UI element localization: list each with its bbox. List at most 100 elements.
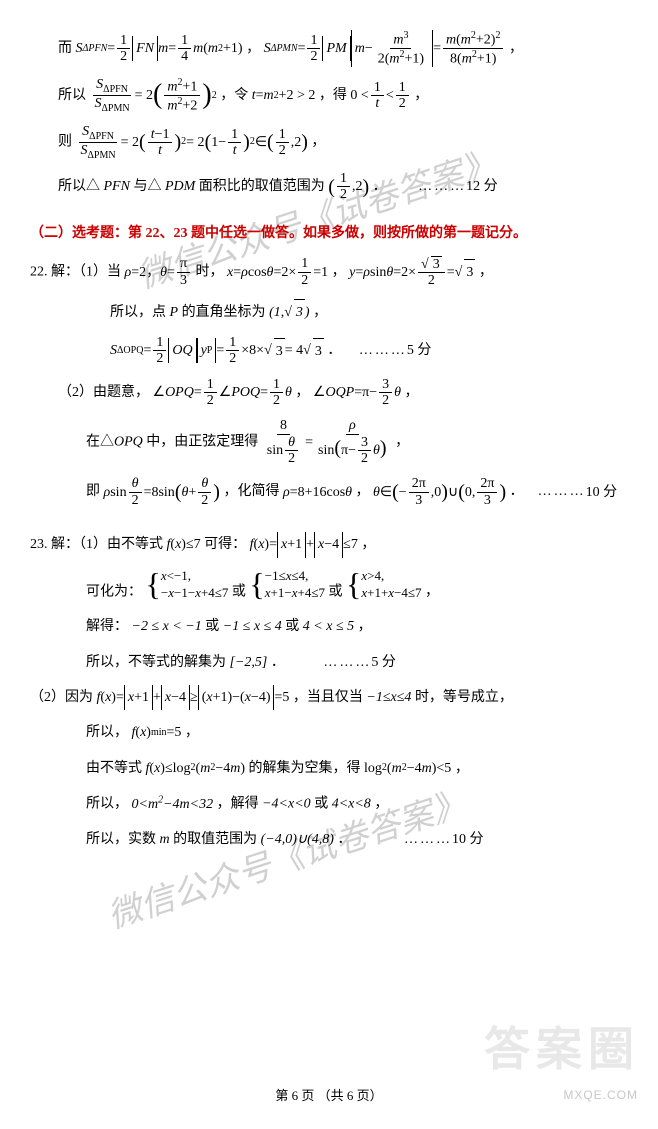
range2: −1 ≤ x ≤ 4: [223, 619, 282, 634]
eq-f-le7: f(x)≤7: [167, 532, 201, 557]
text: ．: [327, 343, 341, 358]
eq-bound: 0 < 1t < 12: [350, 80, 410, 112]
case3: {x>4,x+1+x−4≤7: [346, 568, 422, 602]
text: ，: [455, 761, 469, 776]
eq-rhosin: ρsinθ2=8sin(θ+θ2): [104, 476, 220, 508]
q22-1-line1: 22. 解：（1）当 ρ=2，θ=π3 时， x=ρcosθ=2×12=1 ， …: [30, 256, 628, 289]
line-s-pfn: 而 SΔPFN = 12 FNm = 14m(m2+1) ， SΔPMN = 1…: [30, 30, 628, 67]
text: ．: [271, 655, 285, 670]
text: ，: [374, 797, 388, 812]
text: 所以: [58, 88, 90, 103]
text: ，令: [220, 88, 252, 103]
q23-1-line1: 23. 解：（1）由不等式 f(x)≤7 可得： f(x)=x+1+x−4≤7 …: [30, 532, 628, 557]
text: 或: [314, 797, 328, 812]
text: 时，: [196, 264, 224, 279]
text: 所以，点: [110, 305, 170, 320]
text: 时，等号成立，: [415, 690, 513, 705]
text: ，: [395, 435, 409, 450]
eq-theta-range: θ∈(−2π3,0)∪(0,2π3): [373, 476, 506, 508]
line-conclusion-21: 所以△ PFN 与△ PDM 面积比的取值范围为 (12,2) ． ……… 12…: [30, 171, 628, 203]
eq-range: −1≤x≤4: [366, 690, 411, 705]
dots: ………: [404, 832, 452, 847]
points: 10 分: [586, 480, 618, 505]
text: 解：（1）由不等式: [51, 537, 167, 552]
text: PFN: [104, 179, 130, 194]
points: 10 分: [452, 827, 484, 852]
text: 的直角坐标为: [178, 305, 269, 320]
text: 或: [328, 584, 346, 599]
text: ．: [337, 832, 351, 847]
text: ．: [369, 179, 387, 194]
eq-x: x=ρcosθ=2×12=1: [227, 256, 328, 288]
text: 所以，不等式的解集为: [86, 655, 226, 670]
text: ，: [358, 619, 372, 634]
q23-2-line2: 所以， f(x)min=5 ，: [30, 720, 628, 745]
text: ，当且仅当: [293, 690, 363, 705]
text: ，: [356, 485, 370, 500]
text: ，: [414, 88, 428, 103]
section-header: （二）选考题：第 22、23 题中任选一做答。如果多做，则按所做的第一题记分。: [30, 221, 628, 246]
eq-m2: −4<x<0: [262, 797, 311, 812]
text: ，: [361, 537, 375, 552]
text: ，: [295, 385, 309, 400]
eq-fmin: f(x)=x+1+x−4≥(x+1)−(x−4)=5: [97, 685, 290, 710]
text: 所以，: [86, 725, 128, 740]
text: ．: [510, 485, 524, 500]
eq-rho: ρ=2，θ=π3: [125, 256, 193, 288]
points: 12 分: [466, 174, 498, 199]
points: 5 分: [407, 338, 432, 363]
coord: (1,√3): [269, 305, 310, 320]
points: 5 分: [371, 650, 396, 675]
dots: ………: [418, 179, 466, 194]
q22-2-line2: 在△OPQ 中，由正弦定理得 8sinθ2 = ρsin(π−32θ) ，: [30, 418, 628, 466]
text: （2）由题意，: [58, 385, 149, 400]
watermark-logo: 答案圈: [484, 1008, 640, 1091]
eq-rho2: ρ=8+16cosθ: [283, 480, 352, 505]
text: ，: [332, 264, 346, 279]
case2: {−1≤x≤4,x+1−x+4≤7: [249, 568, 325, 602]
text: 由不等式: [86, 761, 146, 776]
text: 面积比的取值范围为: [195, 179, 325, 194]
text: 或: [285, 619, 303, 634]
q23-2-line1: （2）因为 f(x)=x+1+x−4≥(x+1)−(x−4)=5 ，当且仅当 −…: [30, 685, 628, 710]
case1: {x<−1,−x−1−x+4≤7: [146, 568, 229, 602]
eq-log1: f(x)≤log2(m2−4m): [146, 756, 246, 781]
text: 的取值范围为: [170, 832, 258, 847]
q23-2-line4: 所以， 0<m2−4m<32 ，解得 −4<x<0 或 4<x<8 ，: [30, 791, 628, 817]
q23-1-line3: 解得： −2 ≤ x < −1 或 −1 ≤ x ≤ 4 或 4 < x ≤ 5…: [30, 614, 628, 639]
eq-S-opq: SΔOPQ = 12OQyP = 12×8×√3 = 4√3: [110, 335, 324, 367]
text: ，: [425, 584, 439, 599]
q22-1-line2: 所以，点 P 的直角坐标为 (1,√3) ，: [30, 299, 628, 325]
eq-let-t: t = m2+2 > 2: [252, 83, 316, 108]
eq-fmin2: f(x)min=5: [132, 720, 182, 745]
eq-angle1: ∠OPQ=12∠POQ=12θ: [153, 377, 292, 409]
text: P: [170, 305, 179, 320]
text: 所以△: [58, 179, 104, 194]
text: ，: [404, 385, 418, 400]
eq-fdef: f(x)=x+1+x−4≤7: [250, 532, 358, 557]
range: (12,2): [328, 171, 369, 203]
text: 与△: [130, 179, 165, 194]
eq-sinrule: 8sinθ2 = ρsin(π−32θ): [262, 418, 392, 466]
q23-1-line2: 可化为： {x<−1,−x−1−x+4≤7 或 {−1≤x≤4,x+1−x+4≤…: [30, 568, 628, 605]
line-ratio2: 则 SΔPFNSΔPMN = 2(t−1t)2 = 2(1−1t)2 ∈ (12…: [30, 124, 628, 161]
text: 解得：: [86, 619, 128, 634]
q23-2-line5: 所以，实数 m 的取值范围为 (−4,0)∪(4,8) ． ………10 分: [30, 827, 628, 852]
text: 或: [232, 584, 250, 599]
q22-2-line1: （2）由题意， ∠OPQ=12∠POQ=12θ ， ∠OQP=π−32θ ，: [30, 377, 628, 409]
text: 所以，: [86, 797, 128, 812]
dots: ………: [323, 655, 371, 670]
q22-1-line3: SΔOPQ = 12OQyP = 12×8×√3 = 4√3 ． ………5 分: [30, 335, 628, 367]
q22-2-line3: 即 ρsinθ2=8sin(θ+θ2) ，化简得 ρ=8+16cosθ ， θ∈…: [30, 476, 628, 508]
eq-angle2: ∠OQP=π−32θ: [313, 377, 401, 409]
qnum: 22.: [30, 264, 51, 279]
eq-log2: log2(m2−4m)<5: [364, 756, 451, 781]
range3: 4 < x ≤ 5: [303, 619, 354, 634]
line-ratio1: 所以 SΔPFNSΔPMN = 2(m2+1m2+2)2 ，令 t = m2+2…: [30, 77, 628, 114]
text: OPQ: [114, 435, 143, 450]
text: 在△: [86, 435, 114, 450]
text: 则: [58, 135, 76, 150]
dots: ………: [359, 343, 407, 358]
text: 的解集为空集，得: [249, 761, 365, 776]
range1: −2 ≤ x < −1: [132, 619, 202, 634]
